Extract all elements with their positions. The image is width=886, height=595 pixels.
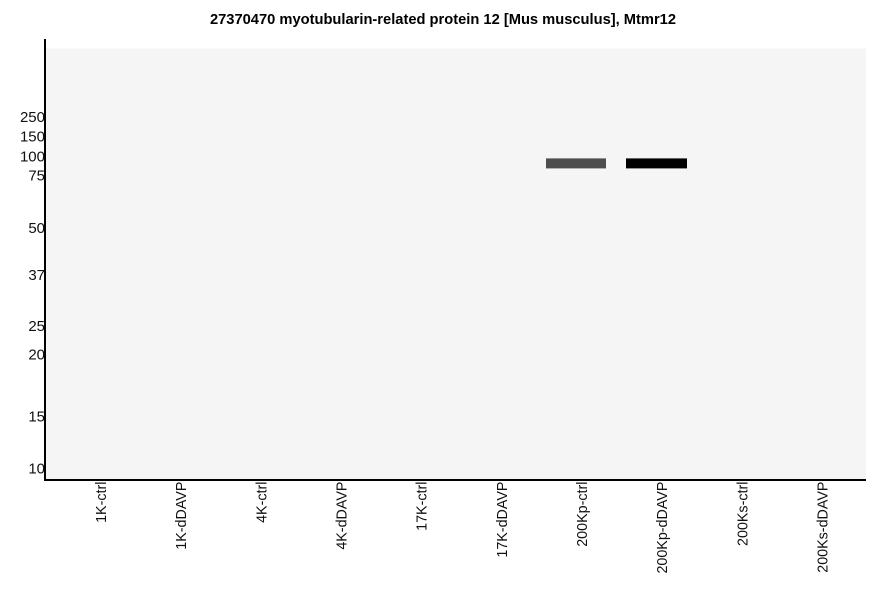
svg-text:200Ks-ctrl: 200Ks-ctrl — [735, 482, 751, 546]
svg-text:200Kp-dDAVP: 200Kp-dDAVP — [655, 482, 671, 574]
svg-text:17K-dDAVP: 17K-dDAVP — [495, 482, 511, 558]
svg-text:100: 100 — [20, 149, 45, 166]
svg-text:250: 250 — [20, 109, 45, 126]
svg-text:75: 75 — [28, 168, 45, 185]
svg-text:200Ks-dDAVP: 200Ks-dDAVP — [815, 482, 831, 573]
svg-text:200Kp-ctrl: 200Kp-ctrl — [575, 482, 591, 547]
svg-text:4K-ctrl: 4K-ctrl — [254, 482, 270, 523]
svg-text:25: 25 — [28, 318, 45, 335]
svg-text:150: 150 — [20, 129, 45, 146]
svg-text:1K-ctrl: 1K-ctrl — [94, 482, 110, 523]
svg-text:37: 37 — [28, 267, 45, 284]
svg-text:27370470 myotubularin-related: 27370470 myotubularin-related protein 12… — [210, 12, 676, 28]
svg-text:4K-dDAVP: 4K-dDAVP — [335, 482, 351, 550]
svg-text:15: 15 — [28, 409, 45, 426]
svg-text:1K-dDAVP: 1K-dDAVP — [174, 482, 190, 550]
svg-text:10: 10 — [28, 461, 45, 478]
svg-text:50: 50 — [28, 220, 45, 237]
svg-text:17K-ctrl: 17K-ctrl — [415, 482, 431, 531]
svg-text:20: 20 — [28, 347, 45, 364]
